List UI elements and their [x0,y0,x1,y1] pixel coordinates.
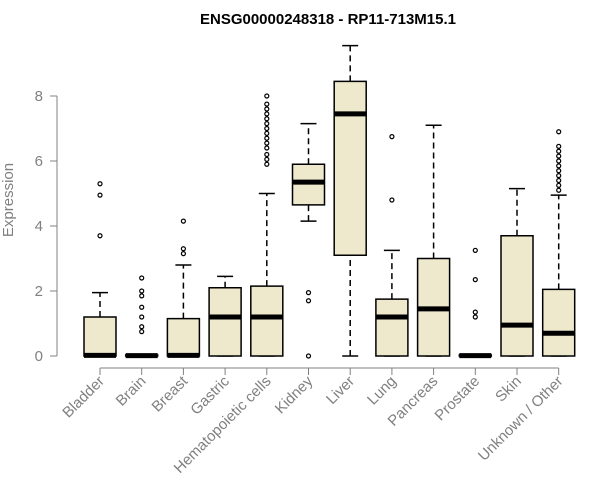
x-tick-label-1: Brain [113,373,150,410]
box-4 [250,93,284,357]
outlier-4-5 [264,135,270,141]
outlier-9-2 [472,277,478,283]
outlier-4-8 [264,121,270,127]
x-tick-label-2: Breast [149,372,192,415]
outlier-4-7 [264,125,270,132]
outlier-0-0 [97,233,103,239]
box-2 [166,218,201,358]
outlier-4-9 [264,116,270,122]
outlier-4-12 [264,101,270,107]
outlier-5-1 [305,298,312,304]
outlier-2-2 [180,218,186,224]
outlier-4-0 [264,161,270,167]
y-tick-label-1: 2 [35,283,43,300]
outlier-5-2 [305,290,312,296]
outlier-9-3 [472,247,478,253]
box-11 [541,129,576,357]
outlier-1-3 [139,304,145,310]
outlier-11-4 [556,168,562,174]
outlier-4-6 [264,130,270,136]
outlier-2-0 [180,251,186,257]
outlier-1-6 [139,275,145,281]
outlier-11-7 [556,153,562,159]
outlier-1-4 [139,293,145,299]
y-axis-label: Expression [0,163,17,237]
box-3 [208,275,242,357]
y-tick-label-3: 6 [35,153,43,170]
box-5 [291,122,326,359]
outlier-7-1 [389,134,395,140]
outlier-2-1 [180,246,186,252]
outlier-0-1 [97,192,103,198]
x-tick-label-5: Kidney [272,372,317,417]
x-tick-label-10: Skin [492,373,525,406]
outlier-11-2 [556,177,562,184]
outlier-11-6 [556,158,562,164]
box-series [83,44,576,359]
outlier-0-2 [97,181,103,187]
outlier-4-1 [264,156,270,162]
x-tick-label-0: Bladder [59,373,108,422]
outlier-4-4 [264,140,270,146]
y-axis: 0 2 4 6 8 [35,88,58,365]
outlier-11-3 [556,173,562,179]
box-body-3 [208,287,242,357]
outlier-11-9 [556,143,562,149]
outlier-9-0 [472,314,478,320]
box-6 [333,44,367,357]
y-tick-label-4: 8 [35,88,43,105]
outlier-11-8 [556,148,562,154]
box-8 [416,124,451,357]
outlier-1-0 [139,329,145,335]
outlier-7-0 [389,197,395,203]
outlier-11-1 [556,182,562,188]
outlier-4-10 [264,111,270,117]
x-tick-label-6: Liver [323,373,358,408]
chart-title: ENSG00000248318 - RP11-713M15.1 [200,11,456,28]
y-tick-label-0: 0 [35,348,43,365]
box-body-0 [83,316,117,357]
y-tick-label-2: 4 [35,218,43,235]
box-9 [458,247,493,359]
box-body-10 [500,235,534,357]
outlier-1-5 [139,288,145,294]
box-1 [124,275,159,359]
box-7 [375,134,409,357]
outlier-11-10 [556,129,562,135]
x-tick-label-9: Prostate [432,373,484,425]
outlier-4-13 [264,93,270,99]
box-body-6 [333,80,367,256]
outlier-4-2 [264,151,270,158]
outlier-11-5 [556,163,562,169]
box-body-11 [541,288,576,357]
outlier-4-3 [264,145,270,151]
x-tick-label-7: Lung [364,373,400,409]
box-body-7 [375,298,409,357]
box-0 [83,181,117,358]
box-body-4 [250,285,284,357]
box-10 [500,187,534,357]
outlier-9-1 [472,309,478,315]
outlier-4-11 [264,106,270,112]
outlier-11-0 [556,187,562,193]
outlier-1-1 [139,324,145,330]
box-body-2 [166,317,201,357]
outlier-5-0 [305,353,312,359]
outlier-1-2 [139,314,145,320]
